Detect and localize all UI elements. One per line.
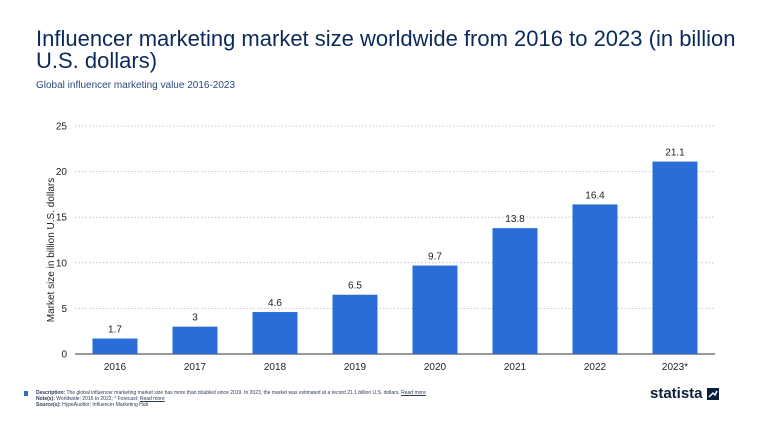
y-tick-label: 5 bbox=[61, 304, 67, 315]
x-tick-label: 2017 bbox=[184, 362, 207, 373]
y-tick-label: 10 bbox=[56, 258, 68, 269]
statista-logo[interactable]: statista bbox=[650, 385, 719, 402]
notes-read-more-link[interactable]: Read more bbox=[139, 396, 165, 402]
bar bbox=[252, 312, 298, 354]
footer-description: Description: The global influencer marke… bbox=[36, 390, 426, 396]
x-tick-label: 2018 bbox=[264, 362, 287, 373]
description-label: Description: bbox=[36, 390, 66, 396]
notes-label: Note(s): bbox=[36, 396, 55, 402]
y-tick-label: 20 bbox=[56, 167, 68, 178]
bar bbox=[172, 326, 218, 354]
sources-label: Source(s): bbox=[36, 402, 61, 408]
footer-sources: Source(s): HypeAuditor; Influencer Marke… bbox=[36, 402, 426, 408]
data-label: 9.7 bbox=[428, 252, 442, 263]
data-label: 16.4 bbox=[585, 190, 605, 201]
y-tick-label: 25 bbox=[56, 122, 68, 133]
x-tick-label: 2020 bbox=[424, 362, 447, 373]
chart-title: Influencer marketing market size worldwi… bbox=[36, 26, 736, 73]
y-tick-label: 15 bbox=[56, 213, 68, 224]
notes-text: Worldwide; 2016 to 2022; * Forecast; bbox=[56, 396, 139, 402]
x-tick-label: 2019 bbox=[344, 362, 367, 373]
bar bbox=[412, 265, 458, 354]
footer-notes: Note(s): Worldwide; 2016 to 2022; * Fore… bbox=[36, 396, 426, 402]
y-tick-label: 0 bbox=[61, 350, 67, 361]
bar bbox=[92, 338, 138, 354]
statista-logo-icon bbox=[706, 387, 719, 400]
bar bbox=[652, 161, 698, 354]
y-axis-label: Market size in billion U.S. dollars bbox=[46, 178, 57, 323]
data-label: 1.7 bbox=[108, 324, 122, 335]
x-tick-label: 2023* bbox=[662, 362, 688, 373]
data-label: 4.6 bbox=[268, 298, 282, 309]
chart-subtitle: Global influencer marketing value 2016-2… bbox=[36, 80, 236, 91]
data-label: 6.5 bbox=[348, 281, 362, 292]
data-label: 21.1 bbox=[665, 148, 685, 159]
description-read-more-link[interactable]: Read more bbox=[401, 390, 426, 396]
bar bbox=[332, 294, 378, 354]
data-label: 13.8 bbox=[505, 214, 525, 225]
footer-marker bbox=[24, 391, 28, 396]
footer: Description: The global influencer marke… bbox=[36, 390, 426, 408]
sources-text: HypeAuditor; Influencer Marketing Hub bbox=[62, 402, 149, 408]
x-tick-label: 2021 bbox=[504, 362, 527, 373]
bar bbox=[492, 228, 538, 354]
description-text: The global influencer marketing market s… bbox=[66, 390, 400, 396]
data-label: 3 bbox=[192, 313, 198, 324]
logo-text: statista bbox=[650, 385, 703, 402]
x-tick-label: 2022 bbox=[584, 362, 607, 373]
x-tick-label: 2016 bbox=[104, 362, 127, 373]
bar-chart: 0 5 10 15 20 25 1.7 2016 3 2017 4.6 2018 6.5 2019 9.7 2… bbox=[46, 122, 715, 373]
bar bbox=[572, 204, 618, 354]
